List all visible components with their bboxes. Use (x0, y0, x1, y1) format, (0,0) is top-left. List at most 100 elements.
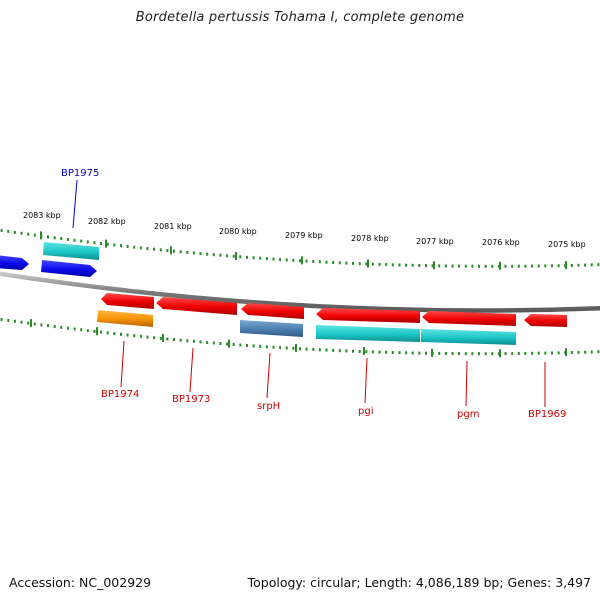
scale-dot (551, 351, 553, 355)
scale-dot (80, 239, 83, 243)
scale-dot (47, 235, 49, 239)
scale-dot (186, 250, 189, 254)
scale-dot (405, 351, 408, 355)
scale-dot (584, 263, 587, 267)
gene-label-bp1974[interactable]: BP1974 (101, 389, 139, 400)
cds-feature-srph[interactable] (240, 320, 303, 337)
gene-label-pgm[interactable]: pgm (457, 409, 479, 420)
scale-major-tick (431, 348, 433, 357)
scale-dot (305, 259, 308, 263)
scale-dot (219, 253, 222, 257)
scale-dot (371, 262, 374, 266)
scale-dot (146, 335, 149, 339)
scale-dot (212, 253, 215, 257)
scale-dot (418, 264, 421, 267)
scale-dot (497, 352, 500, 356)
leader-line (189, 347, 194, 393)
scale-dot (338, 349, 341, 353)
scale-dot (113, 243, 116, 247)
scale-dot (279, 258, 282, 262)
scale-dot (0, 318, 3, 321)
kbp-label: 2083 kbp (23, 211, 61, 220)
scale-dot (33, 322, 36, 326)
scale-dot (570, 351, 573, 354)
scale-dot (398, 263, 401, 267)
scale-dot (73, 238, 76, 242)
kbp-label: 2080 kbp (219, 227, 257, 236)
kbp-label: 2078 kbp (351, 234, 389, 243)
scale-dot (53, 236, 56, 240)
gene-labels: BP1975 BP1974 BP1973 srpH pgi pgm BP1969 (61, 168, 566, 420)
gene-label-bp1975[interactable]: BP1975 (61, 168, 99, 179)
scale-dot (438, 264, 441, 268)
gene-arrow-bp1973[interactable] (156, 297, 237, 315)
cds-feature-bp1975[interactable] (43, 242, 99, 260)
gene-label-bp1969[interactable]: BP1969 (528, 409, 566, 420)
cds-feature-pgi[interactable] (316, 325, 420, 342)
gene-arrow-bp1974[interactable] (101, 293, 154, 309)
scale-dot (524, 264, 527, 268)
scale-dot (27, 232, 30, 236)
scale-major-tick (565, 348, 567, 357)
genome-summary-text: Topology: circular; Length: 4,086,189 bp… (247, 575, 591, 590)
gene-arrow-bp1969[interactable] (524, 314, 567, 327)
scale-major-tick (433, 261, 435, 270)
scale-dot (484, 352, 487, 356)
scale-dot (398, 351, 401, 355)
scale-dot (444, 352, 447, 355)
scale-dot (192, 339, 195, 343)
scale-dot (93, 241, 96, 245)
gene-arrow-pgi[interactable] (316, 308, 420, 323)
gene-label-bp1973[interactable]: BP1973 (172, 394, 210, 405)
scale-major-tick (499, 349, 501, 358)
scale-dot (597, 263, 600, 267)
scale-dot (338, 261, 341, 265)
scale-dot (40, 323, 43, 327)
scale-dot (252, 256, 255, 260)
scale-dot (252, 344, 255, 348)
cds-feature-pgm[interactable] (421, 329, 516, 345)
scale-dot (537, 351, 540, 355)
gene-label-pgi[interactable]: pgi (358, 406, 373, 417)
gene-label-srph[interactable]: srpH (257, 401, 280, 412)
scale-dot (318, 348, 321, 352)
scale-dot (451, 352, 454, 356)
scale-dot (464, 352, 467, 356)
kbp-label: 2075 kbp (548, 240, 586, 249)
scale-dot (425, 351, 427, 355)
scale-dot (86, 329, 89, 333)
cds-feature-bp1974[interactable] (97, 310, 153, 327)
scale-dot (120, 244, 122, 248)
scale-dot (139, 246, 142, 250)
scale-dot (33, 233, 36, 237)
scale-dot (179, 250, 182, 254)
scale-dot (484, 264, 487, 268)
scale-dot (285, 346, 288, 350)
scale-dot (491, 264, 494, 268)
forward-features (0, 242, 99, 277)
scale-dot (345, 349, 348, 353)
scale-ring-inner (0, 318, 600, 358)
scale-dot (120, 332, 122, 336)
scale-dot (173, 249, 175, 253)
gene-arrow-srph[interactable] (241, 303, 304, 319)
scale-dot (504, 264, 507, 268)
scale-dot (431, 264, 434, 268)
gene-arrow-forward[interactable] (0, 255, 29, 270)
scale-dot (352, 261, 354, 265)
scale-dot (106, 331, 109, 335)
scale-major-tick (162, 334, 164, 342)
scale-dot (425, 264, 427, 268)
scale-dot (93, 329, 96, 333)
scale-dot (146, 247, 149, 251)
scale-dot (60, 237, 63, 241)
scale-dot (391, 263, 394, 267)
gene-arrow-bp1975[interactable] (41, 260, 97, 277)
kbp-label: 2082 kbp (88, 217, 126, 226)
scale-dot (385, 350, 388, 354)
gene-arrow-pgm[interactable] (422, 311, 516, 326)
scale-dot (511, 264, 514, 268)
scale-dot (232, 254, 235, 258)
scale-dot (246, 255, 248, 259)
leader-line (72, 179, 78, 229)
